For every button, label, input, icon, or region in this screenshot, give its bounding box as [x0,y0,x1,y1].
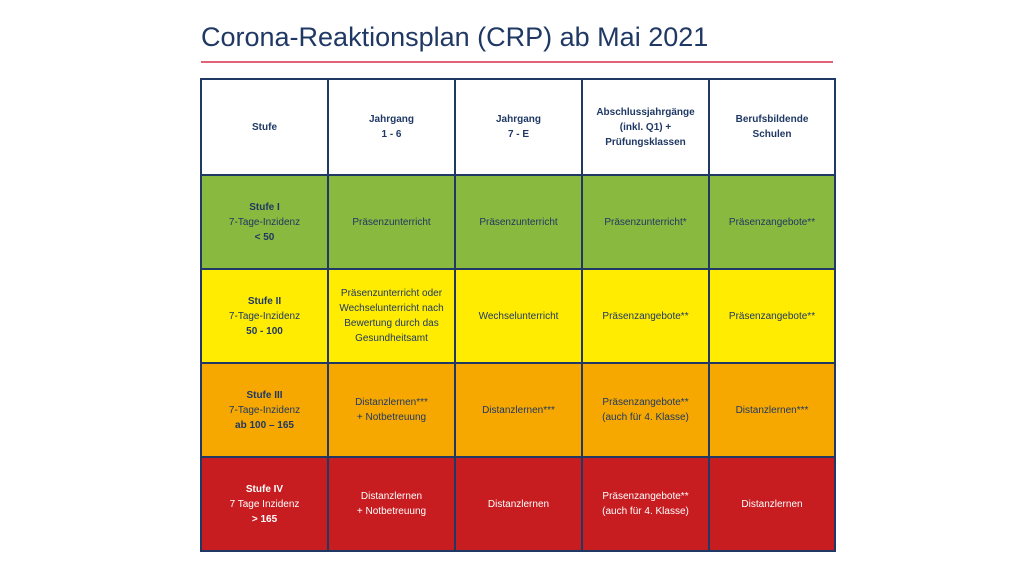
cell-text-line: Präsenzangebote** [602,310,689,322]
cell-text-line: Präsenzangebote** [728,216,816,228]
cell-text-line: + Notbetreuung [356,506,427,517]
cell-text-line: (auch für 4. Klasse) [602,412,689,423]
measure-cell: Präsenzangebote** [708,268,836,364]
cell-text-line: Präsenzangebote** [728,310,816,322]
cell-text-line: (auch für 4. Klasse) [602,506,689,517]
cell-text-line: + Notbetreuung [356,412,427,423]
cell-text-line: Jahrgang [368,114,414,125]
cell-text-line: Jahrgang [495,114,541,125]
measure-cell: Präsenzangebote** (auch für 4. Klasse) [581,362,710,458]
table-row: Stufe III 7-Tage-Inzidenz ab 100 – 165 Dist… [200,362,836,458]
cell-text-line: 7-Tage-Inzidenz [228,310,301,322]
cell-text-line: Wechselunterricht [478,310,559,322]
stage-cell: Stufe II 7-Tage-Inzidenz 50 - 100 [200,268,329,364]
cell-text-line: Distanzlernen [487,498,550,510]
cell-text-line: Präsenzunterricht [479,216,558,228]
cell-text-line: Stufe II [247,295,282,307]
column-header: Abschlussjahrgänge (inkl. Q1) + Prüfungskl… [581,78,710,176]
cell-text-line: Distanzlernen*** [482,404,555,416]
cell-text-line: Bewertung durch das [344,318,439,329]
stage-cell: Stufe I 7-Tage-Inzidenz < 50 [200,174,329,270]
cell-text-line: Gesundheitsamt [355,333,428,344]
cell-text-line: Wechselunterricht nach [339,303,444,314]
table-row: Stufe I 7-Tage-Inzidenz < 50 Präsenzunterri… [200,174,836,270]
cell-text-line: Distanzlernen*** [735,404,809,416]
measure-cell: Präsenzunterricht [454,174,583,270]
table-row: Stufe IV 7 Tage Inzidenz > 165 Distanzlerne… [200,456,836,552]
measure-cell: Wechselunterricht [454,268,583,364]
cell-text-line: Stufe [252,121,277,133]
column-header: Jahrgang 1 - 6 [327,78,456,176]
measure-cell: Präsenzangebote** [708,174,836,270]
measure-cell: Präsenzunterricht oder Wechselunterricht … [327,268,456,364]
cell-text-line: Präsenzunterricht oder [340,288,443,299]
cell-text-line: Präsenzangebote** [602,397,689,408]
cell-text-line: Prüfungsklassen [605,136,686,148]
cell-text-line: Distanzlernen [741,498,803,510]
column-header: Stufe [200,78,329,176]
cell-text-line: Distanzlernen [360,491,423,502]
cell-text-line: Präsenzunterricht* [604,216,687,228]
cell-text-line: Schulen [752,129,792,140]
cell-text-line: 7-Tage-Inzidenz [228,404,301,416]
column-header: Jahrgang 7 - E [454,78,583,176]
cell-text-line: Stufe IV [245,483,284,495]
measure-cell: Distanzlernen*** + Notbetreuung [327,362,456,458]
cell-text-line: Abschlussjahrgänge [596,106,695,118]
title-underline [201,61,833,63]
cell-text-line: Präsenzunterricht [352,216,431,228]
measure-cell: Distanzlernen + Notbetreuung [327,456,456,552]
cell-text-line: Distanzlernen*** [355,397,428,408]
cell-text-line: < 50 [254,231,275,243]
measure-cell: Distanzlernen*** [454,362,583,458]
cell-text-line: 7-Tage-Inzidenz [228,216,301,228]
measure-cell: Distanzlernen*** [708,362,836,458]
measure-cell: Präsenzunterricht* [581,174,710,270]
table-row: Stufe II 7-Tage-Inzidenz 50 - 100 Präsenzun… [200,268,836,364]
cell-text-line: (inkl. Q1) + [619,121,672,133]
column-header: Berufsbildende Schulen [708,78,836,176]
cell-text-line: ab 100 – 165 [235,419,294,431]
measure-cell: Präsenzunterricht [327,174,456,270]
measure-cell: Präsenzangebote** [581,268,710,364]
cell-text-line: 7 - E [507,129,530,140]
table-header-row: Stufe Jahrgang 1 - 6 Jahrgang 7 - E Abschluss… [200,78,836,176]
page-title: Corona-Reaktionsplan (CRP) ab Mai 2021 [201,22,709,52]
cell-text-line: > 165 [251,513,278,525]
measure-cell: Distanzlernen [454,456,583,552]
cell-text-line: Stufe I [249,201,280,213]
cell-text-line: Stufe III [246,389,283,401]
cell-text-line: Berufsbildende [735,114,809,125]
measure-cell: Präsenzangebote** (auch für 4. Klasse) [581,456,710,552]
cell-text-line: Präsenzangebote** [602,491,689,502]
reaction-plan-table: Stufe Jahrgang 1 - 6 Jahrgang 7 - E Abschluss… [200,78,836,552]
stage-cell: Stufe III 7-Tage-Inzidenz ab 100 – 165 [200,362,329,458]
cell-text-line: 1 - 6 [381,129,402,140]
measure-cell: Distanzlernen [708,456,836,552]
cell-text-line: 7 Tage Inzidenz [229,498,300,510]
stage-cell: Stufe IV 7 Tage Inzidenz > 165 [200,456,329,552]
cell-text-line: 50 - 100 [246,325,283,337]
